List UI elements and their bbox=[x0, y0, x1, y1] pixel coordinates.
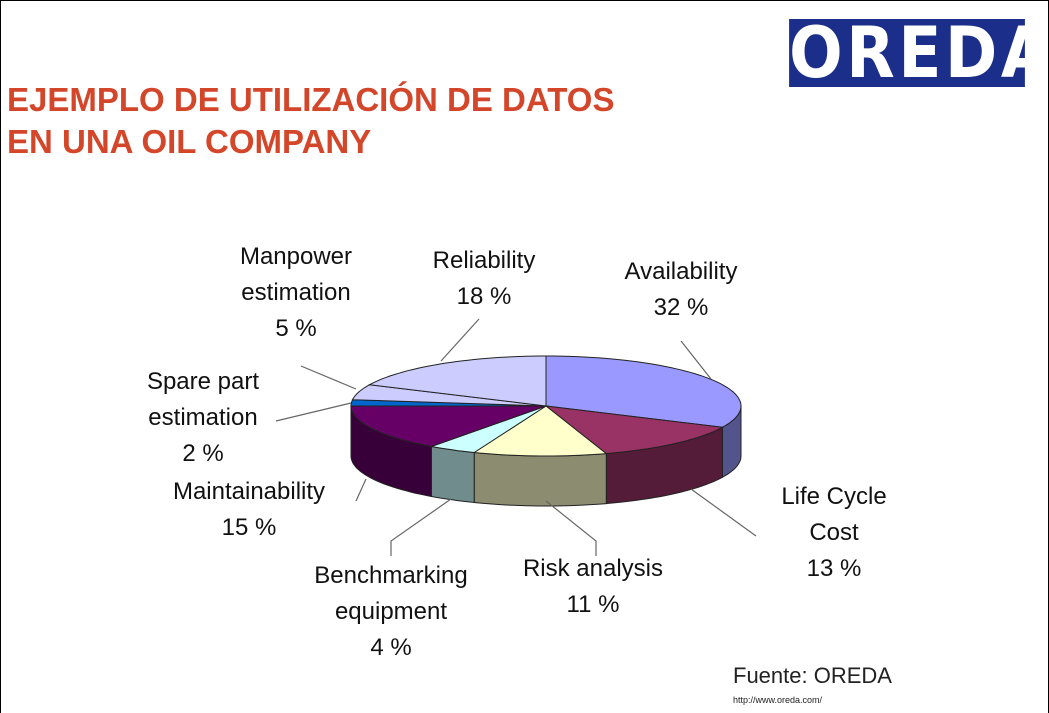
slice-label: Reliability 18 % bbox=[399, 243, 569, 315]
category-name: Manpower estimation bbox=[239, 243, 353, 306]
value-label: 2 % bbox=[182, 440, 224, 467]
value-label: 11 % bbox=[566, 591, 620, 618]
slice-label: Availability 32 % bbox=[581, 254, 781, 326]
slice-label: Maintainability 15 % bbox=[139, 474, 359, 546]
source: Fuente: OREDA bbox=[733, 663, 892, 688]
category-name: Life Cycle Cost bbox=[781, 483, 887, 546]
slice-label: Risk analysis 11 % bbox=[493, 551, 693, 623]
slice bbox=[544, 405, 725, 455]
slice bbox=[350, 405, 547, 448]
category-name: Risk analysis bbox=[522, 555, 664, 582]
slice-side bbox=[473, 451, 607, 507]
slice-label: Spare part estimation 2 % bbox=[118, 364, 288, 472]
slice-label: Life Cycle Cost 13 % bbox=[774, 479, 894, 587]
slice bbox=[429, 405, 547, 454]
slice-side bbox=[430, 445, 475, 504]
category-name: Spare part estimation bbox=[146, 368, 260, 431]
category-name: Reliability bbox=[432, 247, 536, 274]
source-url: http://www.oreda.com/ bbox=[733, 695, 823, 705]
value-label: 32 % bbox=[653, 294, 709, 321]
slice bbox=[472, 405, 608, 457]
slice bbox=[351, 384, 547, 407]
category-name: Benchmarking equipment bbox=[314, 562, 468, 625]
category-name: Availability bbox=[624, 258, 738, 285]
value-label: 4 % bbox=[370, 634, 412, 661]
slice-label: Benchmarking equipment 4 % bbox=[281, 558, 501, 666]
value-label: 15 % bbox=[221, 514, 277, 541]
slice bbox=[367, 355, 547, 407]
category-name: Maintainability bbox=[172, 478, 326, 505]
logo: OREDA bbox=[789, 12, 1049, 94]
value-label: 18 % bbox=[456, 283, 512, 310]
leader-lines bbox=[275, 318, 757, 556]
value-label: 13 % bbox=[806, 555, 862, 582]
slide-title: EJEMPLO DE UTILIZACIÓN DE DATOS EN UNA O… bbox=[7, 81, 615, 160]
slice-label: Manpower estimation 5 % bbox=[211, 239, 381, 347]
value-label: 5 % bbox=[275, 315, 317, 342]
